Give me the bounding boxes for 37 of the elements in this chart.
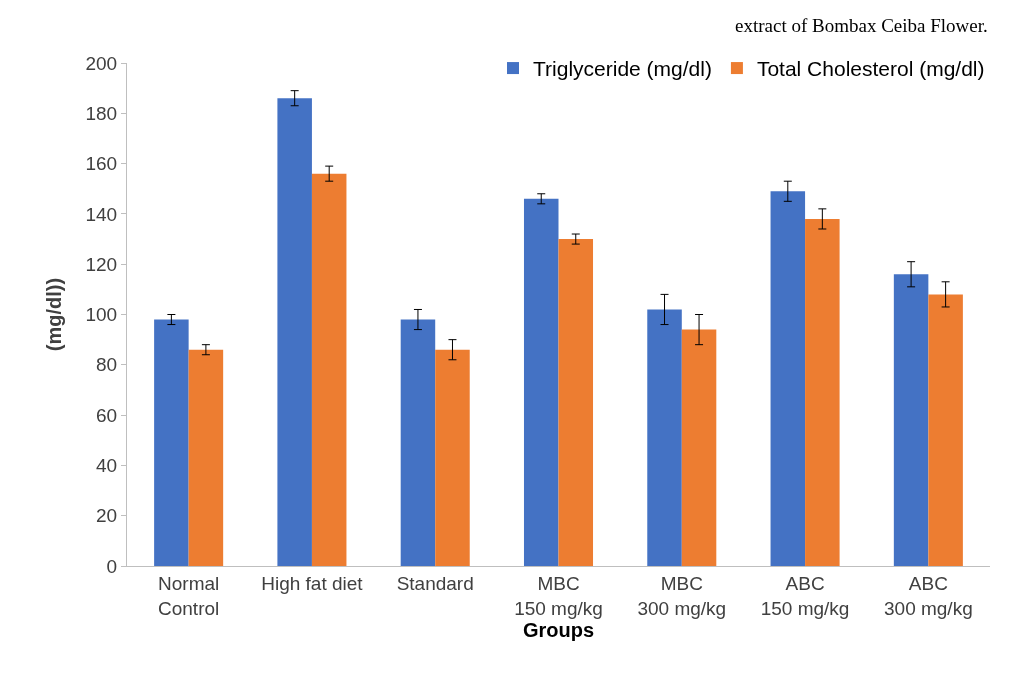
y-tick-label: 200: [85, 52, 118, 74]
legend-label: Total Cholesterol (mg/dl): [756, 57, 985, 81]
bar: [681, 329, 717, 566]
bar: [311, 173, 347, 566]
y-axis-title: (mg/dl)): [43, 277, 65, 352]
x-tick-label: ABC 300 mg/kg: [883, 572, 973, 619]
bar: [523, 198, 559, 566]
x-tick-label: MBC 300 mg/kg: [637, 572, 727, 619]
x-tick-label: High fat diet: [261, 572, 364, 594]
y-tick-label: 60: [96, 404, 118, 426]
y-tick-label: 0: [106, 555, 118, 577]
y-tick-label: 160: [85, 153, 118, 175]
y-tick-label: 100: [85, 304, 118, 326]
y-tick-label: 140: [85, 203, 118, 225]
bar: [770, 191, 806, 566]
y-tick-label: 80: [96, 354, 118, 376]
bar: [188, 349, 224, 566]
bar: [647, 309, 682, 566]
x-tick-label: ABC 150 mg/kg: [760, 572, 850, 619]
bar: [558, 239, 594, 566]
bar: [893, 274, 929, 566]
bar: [805, 218, 840, 566]
x-tick-label: Standard: [396, 572, 474, 594]
bar: [435, 349, 470, 566]
y-tick-label: 120: [85, 253, 118, 275]
x-tick-label: Normal Control: [158, 572, 220, 619]
bar: [400, 319, 436, 566]
bar: [154, 319, 189, 566]
x-axis-title: Groups: [522, 618, 595, 641]
bar: [277, 98, 312, 566]
x-tick-label: MBC 150 mg/kg: [514, 572, 603, 619]
bar: [928, 294, 963, 566]
y-tick-label: 40: [96, 455, 118, 477]
y-tick-label: 180: [85, 102, 118, 124]
y-tick-label: 20: [96, 505, 118, 527]
text: extract of Bombax Ceiba Flower.: [735, 15, 988, 36]
legend-label: Triglyceride (mg/dl): [533, 57, 712, 81]
